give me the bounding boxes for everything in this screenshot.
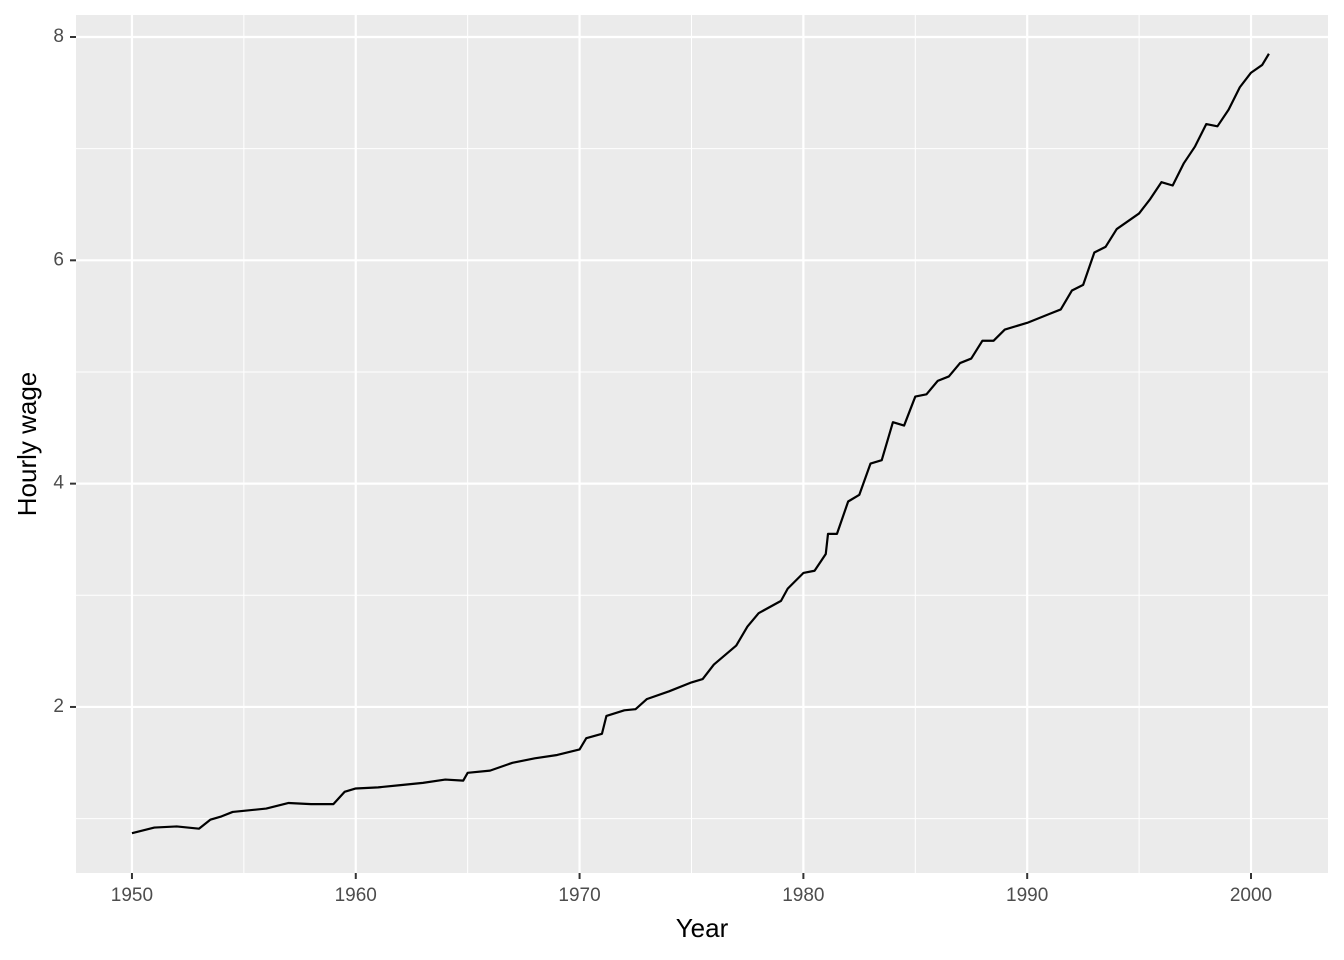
line — [131, 53, 1270, 835]
y-axis-title: Hourly wage — [12, 372, 42, 517]
x-tick-label: 1980 — [782, 885, 824, 906]
y-tick-label: 8 — [53, 26, 64, 47]
x-axis-title: Year — [676, 913, 729, 943]
grid — [76, 15, 1328, 873]
marks — [131, 53, 1270, 835]
x-tick-label: 1960 — [335, 885, 377, 906]
x-tick-label: 2000 — [1230, 885, 1272, 906]
x-tick-label: 1970 — [558, 885, 600, 906]
x-tick-label: 1990 — [1006, 885, 1048, 906]
panel — [76, 15, 1328, 873]
y-tick-label: 4 — [53, 473, 64, 494]
y-tick-label: 6 — [53, 249, 64, 270]
x-tick-label: 1950 — [111, 885, 153, 906]
y-tick-label: 2 — [53, 696, 64, 717]
